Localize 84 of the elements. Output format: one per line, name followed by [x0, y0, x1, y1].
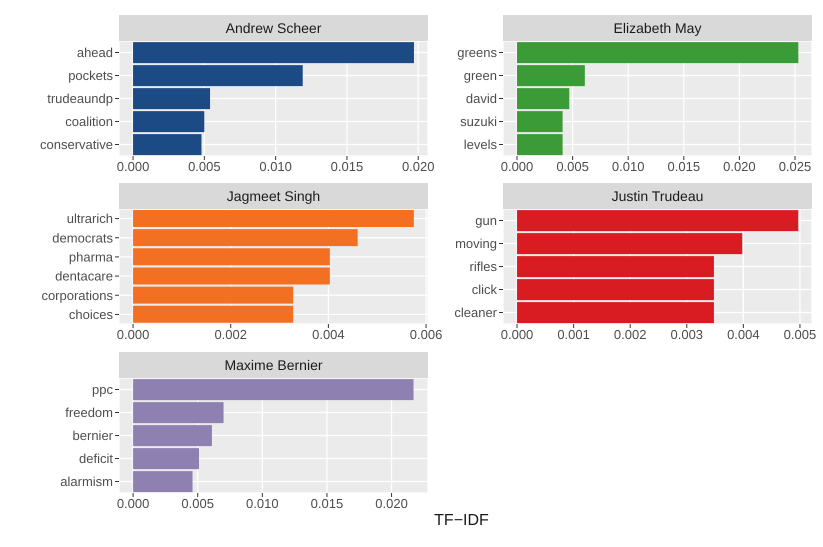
y-tick-label: freedom — [65, 405, 113, 420]
chart-title: Andrew Scheer — [119, 15, 428, 41]
x-tick-label: 0.001 — [557, 327, 590, 342]
bar — [133, 379, 414, 400]
y-tick-label: green — [464, 68, 497, 84]
bar — [133, 65, 303, 86]
bar — [517, 302, 714, 324]
x-tick-label: 0.015 — [330, 159, 364, 174]
bar — [133, 88, 210, 110]
y-tick-label: david — [466, 91, 497, 106]
y-tick-label: suzuki — [460, 114, 498, 130]
bar — [517, 42, 798, 64]
x-tick-label: 0.020 — [402, 159, 435, 174]
x-tick-label: 0.003 — [670, 327, 704, 342]
bar — [133, 210, 414, 227]
y-tick-label: cleaner — [454, 305, 498, 320]
chart-title: Elizabeth May — [503, 15, 812, 41]
y-tick-label: ppc — [92, 382, 114, 398]
bar — [517, 111, 563, 132]
x-tick-label: 0.015 — [668, 159, 700, 174]
bar — [517, 88, 570, 110]
x-tick-label: 0.005 — [188, 159, 221, 174]
y-tick-label: greens — [457, 45, 498, 60]
y-tick-label: levels — [464, 137, 498, 152]
y-tick-label: dentacare — [55, 268, 113, 284]
bar — [133, 267, 330, 284]
bar — [133, 134, 202, 156]
y-tick-label: gun — [475, 213, 497, 228]
y-tick-label: trudeaundp — [47, 91, 113, 106]
bar — [133, 286, 294, 304]
bar — [133, 425, 212, 446]
bar — [133, 448, 199, 470]
x-tick-label: 0.010 — [246, 496, 279, 512]
x-tick-label: 0.015 — [310, 496, 344, 512]
x-tick-label: 0.000 — [116, 496, 150, 512]
bar — [517, 233, 742, 254]
x-tick-label: 0.002 — [214, 327, 247, 342]
x-tick-label: 0.020 — [723, 159, 756, 174]
x-tick-label: 0.004 — [312, 327, 345, 342]
bar — [133, 229, 358, 246]
y-tick-label: moving — [455, 236, 497, 252]
y-tick-label: click — [472, 282, 498, 298]
x-tick-label: 0.020 — [375, 496, 408, 512]
bar — [133, 306, 294, 323]
bar — [517, 65, 585, 86]
bar — [517, 279, 714, 300]
x-tick-label: 0.000 — [500, 159, 534, 174]
y-tick-label: pharma — [68, 250, 114, 265]
bar — [133, 402, 224, 424]
y-tick-label: choices — [68, 307, 114, 322]
y-tick-label: deficit — [79, 451, 114, 466]
y-tick-label: ahead — [76, 45, 113, 60]
y-tick-label: conservative — [40, 137, 113, 152]
x-tick-label: 0.010 — [259, 159, 292, 174]
x-tick-label: 0.006 — [410, 327, 442, 342]
chart-title: Maxime Bernier — [119, 352, 428, 378]
y-tick-label: pockets — [68, 68, 114, 84]
x-tick-label: 0.002 — [614, 327, 646, 342]
bar — [133, 248, 330, 266]
bar — [517, 210, 798, 232]
x-tick-label: 0.010 — [612, 159, 644, 174]
y-tick-label: corporations — [41, 288, 114, 303]
y-tick-label: ultrarich — [66, 211, 113, 226]
bar — [517, 256, 714, 278]
bar — [133, 471, 193, 492]
x-tick-label: 0.005 — [181, 496, 214, 512]
x-tick-label: 0.025 — [778, 159, 812, 174]
y-tick-label: democrats — [52, 230, 114, 246]
y-tick-label: alarmism — [60, 474, 113, 490]
x-tick-label: 0.005 — [556, 159, 589, 174]
y-tick-label: coalition — [65, 114, 113, 130]
x-tick-label: 0.004 — [727, 327, 760, 342]
y-tick-label: rifles — [470, 259, 498, 274]
chart-title: Jagmeet Singh — [119, 183, 428, 209]
x-tick-label: 0.005 — [784, 327, 816, 342]
x-tick-label: 0.000 — [116, 159, 150, 174]
x-tick-label: 0.000 — [116, 327, 150, 342]
chart-title: Justin Trudeau — [503, 183, 812, 209]
bar — [517, 134, 563, 156]
bar — [133, 111, 204, 132]
x-axis-title: TF−IDF — [433, 512, 490, 530]
x-tick-label: 0.000 — [500, 327, 534, 342]
bar — [133, 42, 414, 64]
y-tick-label: bernier — [72, 428, 114, 444]
